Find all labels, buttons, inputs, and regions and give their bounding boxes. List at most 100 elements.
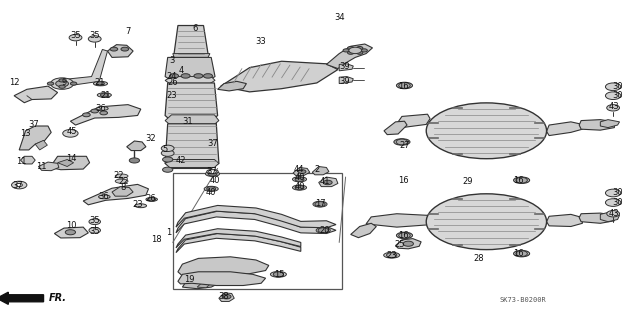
Text: 34: 34 xyxy=(334,13,344,22)
Text: 20: 20 xyxy=(319,226,330,235)
Text: 27: 27 xyxy=(399,141,410,150)
Circle shape xyxy=(387,253,397,258)
Circle shape xyxy=(100,93,108,97)
Ellipse shape xyxy=(397,82,413,89)
Polygon shape xyxy=(182,275,221,289)
Polygon shape xyxy=(198,116,216,126)
Circle shape xyxy=(181,74,190,78)
Circle shape xyxy=(273,272,284,277)
Circle shape xyxy=(356,47,363,50)
Text: 38: 38 xyxy=(219,292,229,300)
Ellipse shape xyxy=(146,197,157,201)
Polygon shape xyxy=(165,160,219,167)
Text: 35: 35 xyxy=(90,227,100,236)
Text: 16: 16 xyxy=(398,176,408,185)
Text: 37: 37 xyxy=(28,120,38,129)
Circle shape xyxy=(298,170,306,174)
Circle shape xyxy=(91,109,99,113)
Text: 23: 23 xyxy=(387,251,397,260)
Text: 7: 7 xyxy=(125,27,131,36)
Polygon shape xyxy=(339,77,353,84)
Polygon shape xyxy=(127,141,146,151)
Polygon shape xyxy=(54,227,88,238)
Circle shape xyxy=(207,187,216,191)
Text: 37: 37 xyxy=(206,167,216,176)
Circle shape xyxy=(399,83,410,88)
Text: 26: 26 xyxy=(145,194,156,203)
Circle shape xyxy=(161,145,174,152)
Text: 30: 30 xyxy=(612,198,623,207)
Polygon shape xyxy=(165,83,218,121)
Text: SK73-B0200R: SK73-B0200R xyxy=(499,297,546,303)
Circle shape xyxy=(399,233,410,238)
Circle shape xyxy=(100,111,108,115)
Ellipse shape xyxy=(397,232,413,239)
Circle shape xyxy=(318,228,328,233)
Polygon shape xyxy=(600,120,620,128)
Ellipse shape xyxy=(384,252,399,258)
Circle shape xyxy=(110,47,118,51)
Circle shape xyxy=(323,180,332,185)
Text: 40: 40 xyxy=(294,173,305,182)
Text: 2: 2 xyxy=(314,165,319,174)
Circle shape xyxy=(65,230,76,235)
Polygon shape xyxy=(61,49,108,86)
Polygon shape xyxy=(178,257,269,276)
Circle shape xyxy=(348,47,354,50)
Polygon shape xyxy=(176,234,301,253)
Text: 17: 17 xyxy=(315,199,325,208)
Ellipse shape xyxy=(292,185,307,190)
Circle shape xyxy=(83,113,90,117)
Circle shape xyxy=(605,199,621,206)
Text: 25: 25 xyxy=(395,240,405,249)
Ellipse shape xyxy=(205,171,220,176)
Circle shape xyxy=(605,92,621,100)
Circle shape xyxy=(148,197,156,201)
Circle shape xyxy=(396,139,408,145)
Polygon shape xyxy=(547,122,582,136)
Circle shape xyxy=(97,82,104,85)
Circle shape xyxy=(89,227,100,233)
Circle shape xyxy=(88,36,101,42)
Text: 40: 40 xyxy=(206,189,216,197)
Text: 11: 11 xyxy=(36,162,47,171)
Text: 4: 4 xyxy=(179,66,184,75)
Text: 37: 37 xyxy=(13,181,23,189)
Polygon shape xyxy=(174,26,208,59)
Circle shape xyxy=(516,177,527,183)
Ellipse shape xyxy=(513,250,529,257)
Polygon shape xyxy=(176,211,336,234)
Circle shape xyxy=(204,74,212,78)
Ellipse shape xyxy=(99,195,110,199)
Text: 39: 39 xyxy=(339,63,349,71)
Text: 30: 30 xyxy=(612,91,623,100)
Circle shape xyxy=(59,85,65,88)
Circle shape xyxy=(349,47,362,54)
Polygon shape xyxy=(326,44,372,69)
Text: 41: 41 xyxy=(319,177,330,186)
Text: 3: 3 xyxy=(169,56,174,65)
Text: 15: 15 xyxy=(275,271,285,279)
Circle shape xyxy=(63,130,78,137)
Polygon shape xyxy=(366,214,430,227)
Text: 40: 40 xyxy=(294,182,305,191)
Text: 33: 33 xyxy=(256,37,266,46)
Polygon shape xyxy=(173,54,210,57)
Text: 21: 21 xyxy=(100,91,111,100)
Bar xyxy=(173,173,342,289)
Circle shape xyxy=(605,83,621,91)
Polygon shape xyxy=(547,214,582,226)
Text: 16: 16 xyxy=(513,176,524,185)
Circle shape xyxy=(356,51,363,54)
Text: 13: 13 xyxy=(20,130,31,138)
Text: 8: 8 xyxy=(121,183,126,192)
Polygon shape xyxy=(38,162,59,171)
Text: 6: 6 xyxy=(193,24,198,33)
Ellipse shape xyxy=(135,204,147,208)
Polygon shape xyxy=(579,213,614,223)
Polygon shape xyxy=(165,115,219,124)
Text: 43: 43 xyxy=(609,102,620,111)
Circle shape xyxy=(89,219,100,225)
Text: 29: 29 xyxy=(462,177,472,186)
Text: 35: 35 xyxy=(90,31,100,40)
